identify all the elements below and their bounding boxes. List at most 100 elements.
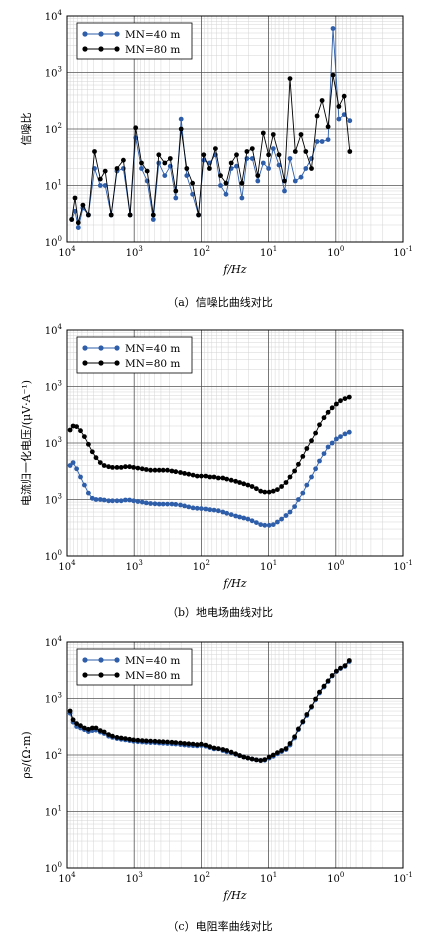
data-point: [82, 482, 87, 488]
data-point: [127, 497, 132, 503]
data-point: [92, 149, 97, 154]
data-point: [334, 668, 339, 674]
legend-label: MN=40 m: [125, 343, 180, 355]
data-point: [319, 98, 325, 103]
data-point: [245, 516, 251, 522]
x-tick-label: 10-1: [393, 245, 413, 259]
data-point: [224, 748, 230, 753]
data-point: [244, 149, 250, 154]
legend-label: MN=80 m: [125, 670, 180, 682]
data-point: [160, 501, 166, 507]
data-point: [135, 499, 141, 504]
data-point: [167, 156, 173, 161]
data-point: [336, 116, 342, 122]
data-point: [194, 473, 200, 479]
data-point: [309, 438, 314, 444]
data-point: [255, 173, 261, 179]
y-axis-label: 电流归一化电压/(μV·A⁻¹): [19, 380, 33, 506]
data-point: [303, 166, 309, 171]
data-point: [346, 394, 352, 400]
y-tick-label: 101: [45, 179, 62, 193]
y-axis-label: 信噪比: [20, 113, 33, 146]
data-point: [304, 482, 310, 488]
data-point: [67, 463, 73, 468]
legend-marker: [114, 657, 120, 663]
data-point: [275, 519, 280, 525]
data-point: [186, 504, 192, 510]
data-point: [313, 466, 318, 472]
x-axis-label: f/Hz: [222, 577, 246, 590]
data-point: [93, 497, 99, 502]
data-point: [329, 440, 335, 446]
x-tick-label: 102: [193, 245, 210, 259]
data-point: [239, 195, 245, 201]
data-point: [292, 178, 298, 184]
data-point: [190, 191, 196, 197]
data-point: [182, 503, 188, 509]
series: [67, 429, 352, 528]
data-point: [338, 665, 343, 671]
legend-marker: [114, 360, 120, 366]
data-point: [184, 173, 190, 179]
data-point: [347, 149, 353, 154]
series: [69, 72, 353, 226]
data-point: [334, 436, 339, 442]
data-point: [121, 166, 126, 171]
data-point: [89, 495, 95, 501]
chart-caption: （a）信噪比曲线对比: [167, 295, 273, 309]
data-point: [72, 195, 78, 201]
data-point: [258, 758, 264, 763]
data-point: [255, 178, 261, 184]
plot-frame: [66, 329, 404, 557]
data-point: [106, 732, 111, 737]
data-point: [165, 739, 170, 745]
data-point: [249, 756, 255, 762]
y-tick-label: 100: [45, 549, 62, 563]
data-point: [270, 752, 276, 758]
data-point: [203, 473, 209, 479]
data-point: [75, 220, 81, 226]
legend-marker: [98, 31, 104, 37]
data-point: [135, 465, 141, 471]
data-point: [234, 163, 239, 169]
data-point: [283, 746, 289, 751]
data-point: [97, 183, 103, 188]
data-point: [304, 712, 310, 717]
data-point: [70, 460, 76, 465]
data-point: [254, 520, 259, 525]
legend-box: [76, 22, 193, 60]
x-tick-label: 102: [193, 559, 210, 573]
data-point: [148, 501, 154, 506]
chart-panel: 104 103 102 101 100 10-1 100 103 103 103 104 MN=40 …: [19, 323, 413, 619]
data-point: [162, 160, 168, 166]
data-point: [313, 696, 318, 702]
legend-marker: [98, 46, 104, 52]
data-point: [78, 428, 83, 434]
data-point: [127, 464, 132, 470]
legend-marker: [82, 360, 88, 366]
data-point: [97, 497, 103, 502]
data-point: [211, 474, 217, 480]
data-point: [317, 458, 322, 464]
data-point: [260, 130, 266, 136]
data-point: [67, 708, 73, 714]
x-tick-label: 104: [58, 871, 76, 885]
data-point: [342, 396, 348, 401]
series-line: [71, 75, 351, 223]
data-point: [292, 149, 298, 154]
x-tick-label: 100: [327, 871, 344, 885]
data-point: [74, 424, 79, 429]
data-point: [86, 212, 91, 218]
data-point: [178, 740, 183, 746]
data-point: [249, 484, 255, 489]
legend-label: MN=80 m: [125, 44, 180, 56]
data-point: [292, 734, 297, 740]
data-point: [178, 502, 183, 508]
data-point: [321, 451, 327, 456]
data-point: [69, 217, 75, 222]
data-point: [162, 173, 168, 179]
data-point: [102, 183, 108, 188]
legend-marker: [114, 31, 120, 37]
data-point: [148, 738, 154, 744]
legend-marker: [82, 657, 88, 663]
